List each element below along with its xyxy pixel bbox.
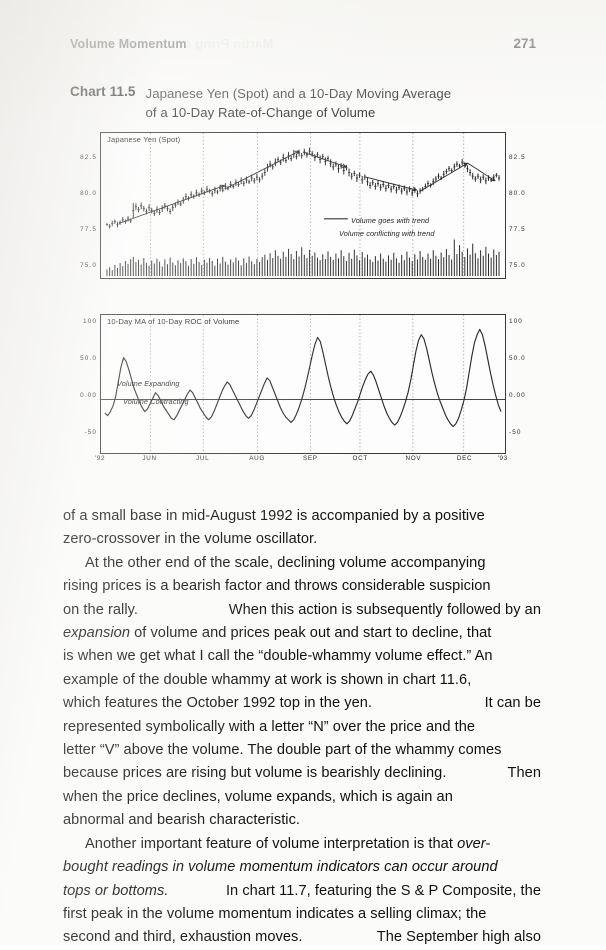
p2-line-9: letter “V” above the volume. The double … [63,739,541,762]
chart-caption-line-2: of a 10-Day Rate-of-Change of Volume [146,105,376,120]
osc-ytick-left-1: 50.0 [80,355,97,362]
p2-line-4: expansion of volume and prices peak out … [63,622,541,645]
paragraph-2: At the other end of the scale, declining… [63,552,541,833]
p2-line-10: because prices are rising but volume is … [63,762,541,785]
running-head: Volume Momentum 271 [70,36,536,51]
price-ytick-right-3: 75.0 [509,262,526,269]
p2-line-2: rising prices is a bearish factor and th… [63,575,541,598]
p2-line-7: which features the October 1992 top in t… [63,692,541,715]
osc-ytick-left-2: 0.00 [80,392,97,399]
osc-ytick-right-2: 0.00 [509,392,526,399]
x-tick-6: NOV [406,455,422,462]
p2-line-8: represented symbolically with a letter “… [63,716,541,739]
p2-line-12: abnormal and bearish characteristic. [63,809,541,832]
oscillator-panel-title: 10-Day MA of 10-Day ROC of Volume [105,317,241,326]
price-ytick-left-0: 82.5 [80,154,97,161]
chart-figure: Japanese Yen (Spot) 82.5 80.0 77.5 75.0 … [63,132,543,472]
p2-line-1: At the other end of the scale, declining… [63,552,541,575]
x-tick-8: '93 [498,455,508,462]
x-tick-0: '92 [95,455,105,462]
price-ytick-right-0: 82.5 [509,154,526,161]
p3-line-4: first peak in the volume momentum indica… [63,903,541,926]
body-text: of a small base in mid-August 1992 is ac… [63,505,541,950]
oscillator-chart-panel: 10-Day MA of 10-Day ROC of Volume 100 50… [100,314,506,454]
x-tick-1: JUN [142,455,156,462]
price-ytick-left-3: 75.0 [80,262,97,269]
x-tick-4: SEP [303,455,318,462]
price-plot-area [101,133,505,278]
p2-line-5: is when we get what I call the “double-w… [63,645,541,668]
running-head-title: Volume Momentum [70,37,187,51]
price-ytick-left-2: 77.5 [80,226,97,233]
osc-ytick-left-3: -50 [84,429,97,436]
annotation-volume-contracting: Volume Contracting [123,397,189,406]
x-axis-tick-labels: '92 JUN JUL AUG SEP OCT NOV DEC '93 [100,455,506,465]
p2-line-3: on the rally. When this action is subseq… [63,599,541,622]
price-ytick-right-2: 77.5 [509,226,526,233]
x-tick-7: DEC [457,455,472,462]
osc-ytick-right-1: 50.0 [509,355,526,362]
paragraph-1: of a small base in mid-August 1992 is ac… [63,505,541,552]
p1-line-1: of a small base in mid-August 1992 is ac… [63,505,541,528]
x-tick-5: OCT [353,455,368,462]
x-tick-3: AUG [249,455,265,462]
price-chart-panel: Japanese Yen (Spot) 82.5 80.0 77.5 75.0 … [100,132,506,279]
p2-line-11: when the price declines, volume expands,… [63,786,541,809]
p2-line-6: example of the double whammy at work is … [63,669,541,692]
chart-caption-label: Chart 11.5 [70,84,136,99]
osc-ytick-right-3: -50 [509,429,522,436]
chart-caption-line-1: Japanese Yen (Spot) and a 10-Day Moving … [146,86,452,101]
osc-ytick-left-0: 100 [83,318,97,325]
osc-ytick-right-0: 100 [509,318,523,325]
p3-line-2: bought readings in volume momentum indic… [63,856,541,879]
p3-line-5: second and third, exhaustion moves. The … [63,926,541,949]
price-panel-title: Japanese Yen (Spot) [105,135,182,144]
annotation-volume-conflicting-with-trend: Volume conflicting with trend [339,229,435,238]
price-ytick-left-1: 80.0 [80,190,97,197]
x-tick-2: JUL [196,455,209,462]
page-number: 271 [513,36,536,51]
chart-caption: Chart 11.5 Japanese Yen (Spot) and a 10-… [70,84,538,122]
p1-line-2: zero-crossover in the volume oscillator. [63,528,541,551]
price-chart-svg [101,133,505,278]
annotation-volume-goes-with-trend: Volume goes with trend [351,216,429,225]
price-ytick-right-1: 80.0 [509,190,526,197]
chart-caption-text: Japanese Yen (Spot) and a 10-Day Moving … [146,84,452,122]
paragraph-3: Another important feature of volume inte… [63,833,541,950]
p3-line-1: Another important feature of volume inte… [63,833,541,856]
p3-line-3: tops or bottoms. In chart 11.7, featurin… [63,880,541,903]
annotation-volume-expanding: Volume Expanding [117,379,180,388]
